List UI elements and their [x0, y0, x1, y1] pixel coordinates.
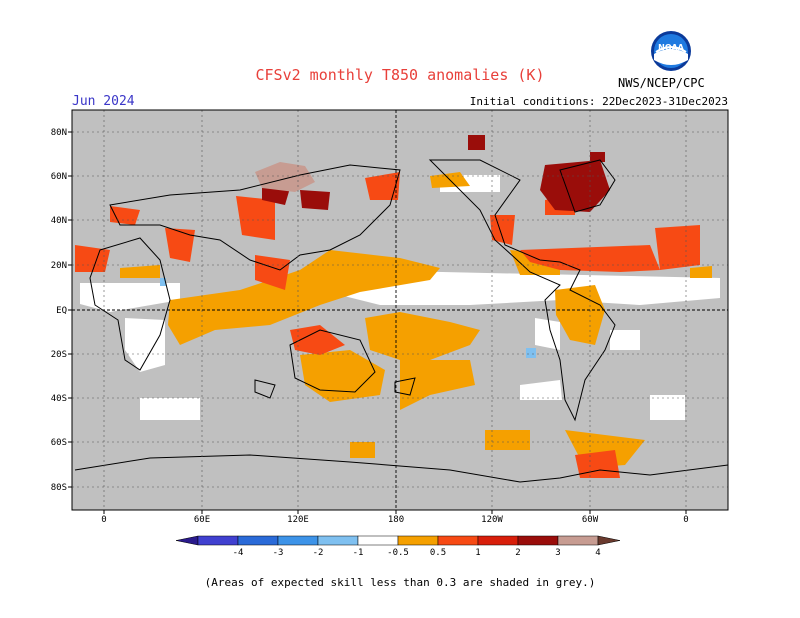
svg-text:NOAA: NOAA	[658, 43, 684, 52]
colorbar-swatch	[517, 535, 559, 546]
colorbar-swatch	[437, 535, 479, 546]
lon-label: 120E	[287, 515, 309, 525]
colorbar-tick-label: -1	[353, 548, 364, 558]
colorbar-swatch	[317, 535, 359, 546]
colorbar-swatch	[197, 535, 239, 546]
colorbar-tick-label: 0.5	[430, 548, 446, 558]
colorbar-tick-label: 1	[475, 548, 480, 558]
lon-label: 120W	[481, 515, 503, 525]
colorbar-tick-label: 2	[515, 548, 520, 558]
lat-label: 80N	[51, 128, 67, 138]
equator-dateline	[72, 110, 728, 510]
longitude-labels: 0 60E 120E 180 120W 60W 0	[101, 515, 688, 525]
colorbar-swatch	[557, 535, 599, 546]
lat-label: 60N	[51, 172, 67, 182]
lat-label: 40S	[51, 394, 67, 404]
colorbar: -4 -3 -2 -1 -0.5 0.5 1 2 3 4	[175, 535, 621, 558]
colorbar-swatch	[477, 535, 519, 546]
lon-label: 0	[101, 515, 106, 525]
lon-label: 0	[683, 515, 688, 525]
colorbar-tick-label: 3	[555, 548, 560, 558]
lat-label: 40N	[51, 216, 67, 226]
warm-anomaly-3-4	[255, 162, 315, 192]
lon-ticks	[103, 510, 687, 514]
lat-ticks	[68, 131, 72, 488]
colorbar-swatch	[357, 535, 399, 546]
lat-label: 20S	[51, 350, 67, 360]
lat-label: 20N	[51, 261, 67, 271]
skill-note: (Areas of expected skill less than 0.3 a…	[204, 576, 596, 589]
colorbar-tick-label: -2	[313, 548, 324, 558]
latitude-labels: 80N 60N 40N 20N EQ 20S 40S 60S 80S	[51, 128, 67, 493]
lat-label: 80S	[51, 483, 67, 493]
lon-label: 180	[388, 515, 404, 525]
colorbar-arrow-high	[597, 535, 621, 546]
colorbar-swatch	[277, 535, 319, 546]
lat-label: 60S	[51, 438, 67, 448]
colorbar-tick-label: -3	[273, 548, 284, 558]
colorbar-tick-label: -4	[233, 548, 244, 558]
forecast-month: Jun 2024	[72, 94, 135, 109]
agency-label: NWS/NCEP/CPC	[618, 76, 705, 90]
map-title: CFSv2 monthly T850 anomalies (K)	[255, 66, 545, 84]
colorbar-swatch	[237, 535, 279, 546]
lon-label: 60W	[582, 515, 599, 525]
coastlines	[74, 159, 729, 483]
noaa-logo: NOAA	[651, 31, 691, 71]
cool-anomaly	[160, 278, 536, 358]
colorbar-tick-label: 4	[595, 548, 600, 558]
colorbar-tick-label: -0.5	[387, 548, 409, 558]
colorbar-swatch	[397, 535, 439, 546]
lat-label: EQ	[56, 306, 67, 316]
colorbar-arrow-low	[175, 535, 199, 546]
lon-label: 60E	[194, 515, 210, 525]
initial-conditions: Initial conditions: 22Dec2023-31Dec2023	[469, 95, 728, 108]
